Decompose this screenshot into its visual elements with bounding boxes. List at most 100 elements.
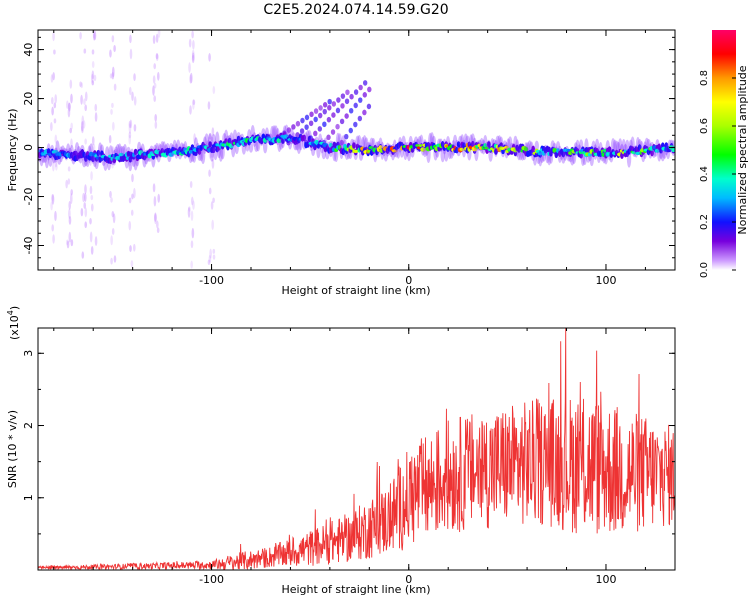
spectrogram-noise-speck bbox=[133, 73, 136, 81]
spectrogram-noise-speck bbox=[128, 197, 132, 204]
spectrogram-halo-mark bbox=[507, 136, 513, 150]
spectrogram-streak-mark bbox=[344, 98, 350, 105]
spectrogram-streak-mark bbox=[291, 124, 296, 130]
spectrogram-noise-speck bbox=[188, 38, 192, 48]
spectrogram-peak-mark bbox=[118, 152, 125, 157]
spectrogram-noise-speck bbox=[190, 260, 193, 269]
spectrogram-y-tick-label: 20 bbox=[22, 92, 35, 106]
spectrogram-halo-mark bbox=[204, 133, 209, 149]
spectrogram-noise-speck bbox=[190, 210, 194, 222]
spectrogram-peak-mark bbox=[671, 147, 675, 153]
spectrogram-halo-mark bbox=[254, 141, 259, 152]
spectrogram-streak-mark bbox=[362, 109, 367, 116]
spectrogram-noise-speck bbox=[152, 75, 156, 84]
spectrogram-noise-speck bbox=[53, 118, 57, 124]
spectrogram-noise-speck bbox=[153, 63, 157, 70]
spectrogram-streak-mark bbox=[327, 104, 332, 111]
spectrogram-noise-speck bbox=[54, 157, 58, 168]
spectrogram-noise-speck bbox=[129, 48, 133, 60]
colorbar-tick-label: 0.4 bbox=[699, 166, 710, 182]
spectrogram-noise-speck bbox=[190, 72, 193, 84]
spectrogram-noise-speck bbox=[80, 94, 83, 105]
spectrogram-noise-speck bbox=[54, 94, 58, 104]
spectrogram-noise-speck bbox=[209, 248, 212, 259]
spectrogram-noise-speck bbox=[192, 99, 195, 110]
spectrogram-noise-speck bbox=[66, 240, 70, 249]
spectrogram-peak-mark bbox=[420, 147, 427, 152]
spectrogram-noise-speck bbox=[113, 83, 117, 91]
spectrogram-noise-speck bbox=[89, 217, 92, 225]
spectrogram-noise-speck bbox=[69, 127, 72, 134]
spectrogram-noise-speck bbox=[128, 123, 132, 134]
spectrogram-noise-speck bbox=[110, 257, 113, 265]
spectrogram-noise-speck bbox=[84, 184, 87, 194]
spectrogram-streak-mark bbox=[349, 93, 354, 100]
spectrogram-noise-speck bbox=[192, 200, 195, 210]
spectrogram-noise-speck bbox=[207, 259, 211, 266]
spectrogram-y-tick-label: 0 bbox=[22, 144, 35, 151]
spectrogram-noise-speck bbox=[111, 162, 114, 169]
spectrogram-noise-speck bbox=[94, 103, 98, 112]
spectrogram-halo-mark bbox=[534, 140, 539, 152]
spectrogram-noise-speck bbox=[154, 212, 157, 222]
spectrogram-noise-speck bbox=[156, 145, 159, 151]
spectrogram-streak-mark bbox=[367, 86, 372, 93]
spectrogram-noise-speck bbox=[131, 193, 134, 200]
spectrogram-noise-speck bbox=[191, 196, 194, 206]
spectrogram-noise-speck bbox=[70, 122, 73, 130]
snr-y-tick-label: 2 bbox=[22, 422, 35, 429]
spectrogram-noise-speck bbox=[129, 245, 132, 253]
spectrogram-noise-speck bbox=[52, 161, 55, 172]
spectrogram-noise-speck bbox=[131, 91, 134, 101]
spectrogram-core-mark bbox=[307, 135, 312, 143]
spectrogram-noise-speck bbox=[52, 234, 55, 244]
spectrogram-noise-speck bbox=[51, 106, 54, 116]
spectrogram-noise-speck bbox=[208, 136, 211, 142]
spectrogram-noise-speck bbox=[68, 102, 71, 112]
spectrogram-halo-mark bbox=[660, 148, 665, 162]
spectrogram-core-mark bbox=[455, 146, 459, 154]
spectrogram-noise-speck bbox=[80, 120, 84, 132]
spectrogram-peak-mark bbox=[523, 146, 529, 152]
spectrogram-noise-speck bbox=[90, 171, 93, 181]
spectrogram-noise-speck bbox=[113, 255, 117, 263]
spectrogram-y-tick-label: 40 bbox=[22, 43, 35, 57]
spectrogram-noise-speck bbox=[128, 86, 132, 96]
spectrogram-noise-speck bbox=[111, 35, 115, 43]
spectrogram-y-tick-label: -40 bbox=[22, 237, 35, 255]
spectrogram-noise-speck bbox=[111, 146, 114, 155]
spectrogram-noise-speck bbox=[211, 127, 215, 137]
spectrogram-noise-speck bbox=[68, 231, 72, 243]
spectrogram-noise-speck bbox=[129, 119, 133, 129]
spectrogram-streak-mark bbox=[358, 97, 363, 103]
spectrogram-noise-speck bbox=[212, 254, 216, 260]
spectrogram-noise-speck bbox=[111, 210, 115, 218]
spectrogram-streak-mark bbox=[362, 91, 367, 98]
spectrogram-noise-speck bbox=[156, 227, 160, 234]
spectrogram-noise-speck bbox=[82, 120, 86, 129]
spectrogram-noise-speck bbox=[50, 121, 53, 132]
spectrogram-streak-mark bbox=[345, 89, 350, 96]
spectrogram-y-axis-label: Frequency (Hz) bbox=[6, 109, 19, 192]
spectrogram-streak-mark bbox=[322, 102, 328, 108]
spectrogram-noise-speck bbox=[109, 190, 112, 199]
spectrogram-streak-mark bbox=[304, 124, 309, 130]
spectrogram-noise-speck bbox=[152, 35, 156, 45]
spectrogram-streak-mark bbox=[340, 103, 345, 109]
snr-panel: -100 0 100 1 2 3 Height of straight line (km)… bbox=[6, 306, 676, 596]
colorbar: 0.0 0.2 0.4 0.6 0.8 Normalized spectral ampl… bbox=[699, 30, 749, 278]
colorbar-gradient bbox=[712, 30, 736, 270]
spectrogram-streak-mark bbox=[322, 121, 327, 128]
spectrogram-noise-speck bbox=[53, 49, 56, 55]
spectrogram-noise-speck bbox=[67, 166, 71, 172]
spectrogram-core-mark bbox=[487, 141, 491, 148]
spectrogram-noise-speck bbox=[91, 203, 94, 212]
spectrogram-streak-mark bbox=[299, 128, 305, 134]
spectrogram-noise-speck bbox=[91, 61, 95, 68]
spectrogram-streak-mark bbox=[322, 108, 327, 115]
spectrogram-noise-speck bbox=[70, 239, 74, 247]
spectrogram-noise-speck bbox=[90, 246, 94, 255]
spectrogram-halo-mark bbox=[44, 151, 50, 169]
snr-y-axis-label: SNR (10 * v/v) bbox=[6, 410, 19, 488]
spectrogram-core-mark bbox=[259, 137, 264, 145]
